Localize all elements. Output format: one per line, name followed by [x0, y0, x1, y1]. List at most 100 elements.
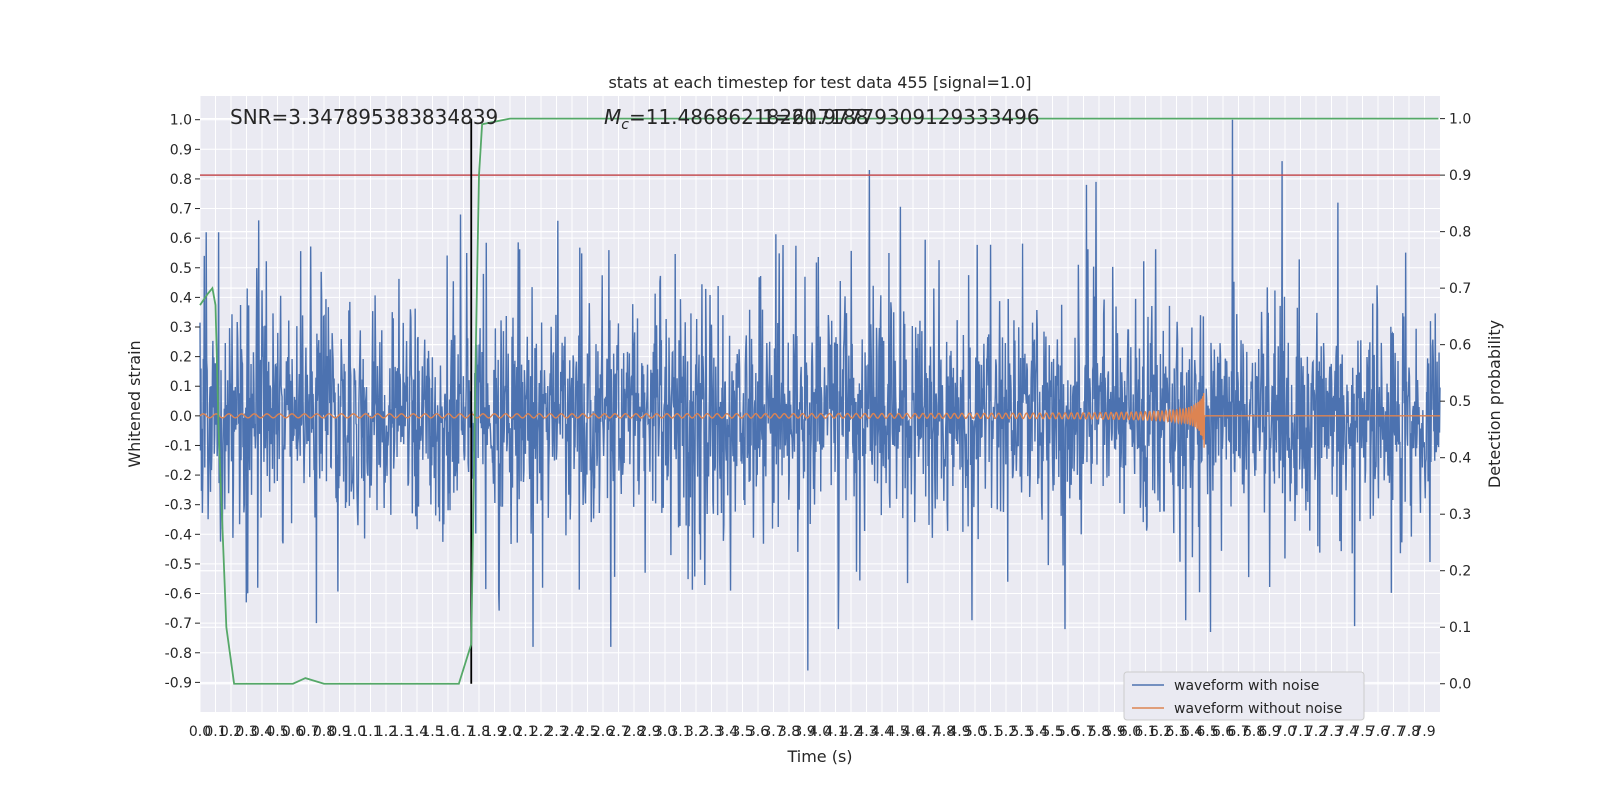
x-tick-label: 3.7: [762, 724, 784, 740]
x-tick-label: 3.2: [685, 724, 707, 740]
y-tick-label-left: 0.9: [170, 142, 192, 158]
x-tick-label: 4.8: [933, 724, 955, 740]
y-tick-label-left: 0.3: [170, 320, 192, 336]
y-tick-label-right: 0.2: [1449, 564, 1471, 580]
chart-title: stats at each timestep for test data 455…: [608, 73, 1031, 92]
x-tick-label: 6.2: [1150, 724, 1172, 740]
y-ticks-right: 0.0 0.1 0.2 0.3 0.4 0.5 0.6 0.7 0.8 0.9 1.0: [1440, 112, 1471, 693]
x-tick-label: 2.1: [514, 724, 536, 740]
x-tick-label: 4.7: [917, 724, 939, 740]
x-tick-label: 2.2: [530, 724, 552, 740]
y-tick-label-right: 1.0: [1449, 112, 1471, 128]
x-tick-label: 0.3: [235, 724, 257, 740]
y-tick-label-right: 0.5: [1449, 394, 1471, 410]
y-tick-label-left: 0.2: [170, 350, 192, 366]
x-tick-label: 6.3: [1165, 724, 1187, 740]
x-tick-label: 7.5: [1351, 724, 1373, 740]
y-tick-label-left: 0.0: [170, 409, 192, 425]
x-tick-label: 7.3: [1320, 724, 1342, 740]
x-tick-label: 5.2: [995, 724, 1017, 740]
snr-annotation: SNR=3.347895383834839: [230, 105, 498, 129]
x-tick-label: 1.0: [344, 724, 366, 740]
line-waveform-without-noise: [199, 393, 1440, 448]
y-tick-label-right: 0.7: [1449, 281, 1471, 297]
y-tick-label-left: 1.0: [170, 113, 192, 129]
y-tick-label-left: -0.5: [165, 557, 192, 573]
y-axis-label-right: Detection probability: [1485, 320, 1504, 488]
y-tick-label-left: -0.6: [165, 587, 192, 603]
x-tick-label: 5.9: [1103, 724, 1125, 740]
y-tick-label-right: 0.3: [1449, 507, 1471, 523]
x-tick-label: 0.2: [220, 724, 242, 740]
x-tick-label: 3.3: [700, 724, 722, 740]
legend-box: [1123, 671, 1365, 721]
line-waveform-with-noise: [199, 119, 1441, 671]
x-tick-label: 4.5: [886, 724, 908, 740]
x-tick-label: 4.6: [902, 724, 924, 740]
x-tick-label: 7.9: [1413, 724, 1435, 740]
x-tick-label: 1.4: [406, 724, 428, 740]
x-tick-label: 5.3: [1010, 724, 1032, 740]
x-tick-label: 4.0: [809, 724, 831, 740]
x-tick-label: 2.6: [592, 724, 614, 740]
x-tick-label: 6.6: [1212, 724, 1234, 740]
x-tick-label: 1.7: [452, 724, 474, 740]
y-tick-label-left: -0.8: [165, 646, 192, 662]
x-tick-label: 5.8: [1088, 724, 1110, 740]
x-tick-label: 5.5: [1041, 724, 1063, 740]
x-tick-label: 3.8: [778, 724, 800, 740]
x-tick-label: 0.8: [313, 724, 335, 740]
legend-label-clean: waveform without noise: [1174, 701, 1342, 717]
x-tick-label: 3.9: [793, 724, 815, 740]
x-tick-label: 7.8: [1398, 724, 1420, 740]
x-tick-label: 2.0: [499, 724, 521, 740]
x-tick-label: 2.9: [638, 724, 660, 740]
x-tick-label: 4.3: [855, 724, 877, 740]
x-tick-label: 6.8: [1243, 724, 1265, 740]
x-tick-label: 4.4: [871, 724, 893, 740]
legend-label-noise: waveform with noise: [1174, 678, 1319, 694]
x-tick-label: 4.9: [948, 724, 970, 740]
x-tick-label: 2.3: [545, 724, 567, 740]
y-tick-label-left: 0.7: [170, 202, 192, 218]
x-tick-label: 5.1: [979, 724, 1001, 740]
x-tick-label: 6.1: [1134, 724, 1156, 740]
x-tick-label: 4.1: [824, 724, 846, 740]
x-tick-label: 7.2: [1305, 724, 1327, 740]
y-tick-label-right: 0.9: [1449, 168, 1471, 184]
y-tick-label-left: -0.9: [165, 675, 192, 691]
x-tick-label: 7.7: [1382, 724, 1404, 740]
y-tick-label-left: -0.3: [165, 498, 192, 514]
y-ticks-left: -0.9 -0.8 -0.7 -0.6 -0.5 -0.4 -0.3 -0.2 -0.1 0.0 0…: [165, 113, 200, 691]
mc-overlap-annotation: 1=20.97779309129333496: [762, 105, 1040, 129]
y-tick-label-left: -0.1: [165, 438, 192, 454]
x-tick-label: 7.0: [1274, 724, 1296, 740]
x-tick-label: 2.4: [561, 724, 583, 740]
x-tick-label: 1.3: [390, 724, 412, 740]
noise-series: [199, 119, 1441, 671]
x-tick-label: 1.1: [359, 724, 381, 740]
x-tick-label: 0.0: [189, 724, 211, 740]
y-tick-label-left: -0.2: [165, 468, 192, 484]
x-tick-label: 3.4: [716, 724, 738, 740]
x-tick-label: 1.8: [468, 724, 490, 740]
y-axis-label-left: Whitened strain: [125, 340, 144, 467]
x-tick-label: 5.7: [1072, 724, 1094, 740]
x-axis-label: Time (s): [786, 747, 852, 766]
y-tick-label-left: 0.8: [170, 172, 192, 188]
x-tick-label: 6.0: [1119, 724, 1141, 740]
x-tick-label: 7.6: [1367, 724, 1389, 740]
y-tick-label-left: 0.1: [170, 379, 192, 395]
y-tick-label-left: 0.4: [170, 290, 192, 306]
x-tick-label: 0.5: [266, 724, 288, 740]
x-tick-label: 2.8: [623, 724, 645, 740]
x-tick-label: 6.9: [1258, 724, 1280, 740]
x-tick-label: 3.0: [654, 724, 676, 740]
x-tick-label: 1.9: [483, 724, 505, 740]
x-tick-label: 1.5: [421, 724, 443, 740]
x-tick-label: 1.2: [375, 724, 397, 740]
x-tick-label: 0.6: [282, 724, 304, 740]
x-tick-label: 6.4: [1181, 724, 1203, 740]
